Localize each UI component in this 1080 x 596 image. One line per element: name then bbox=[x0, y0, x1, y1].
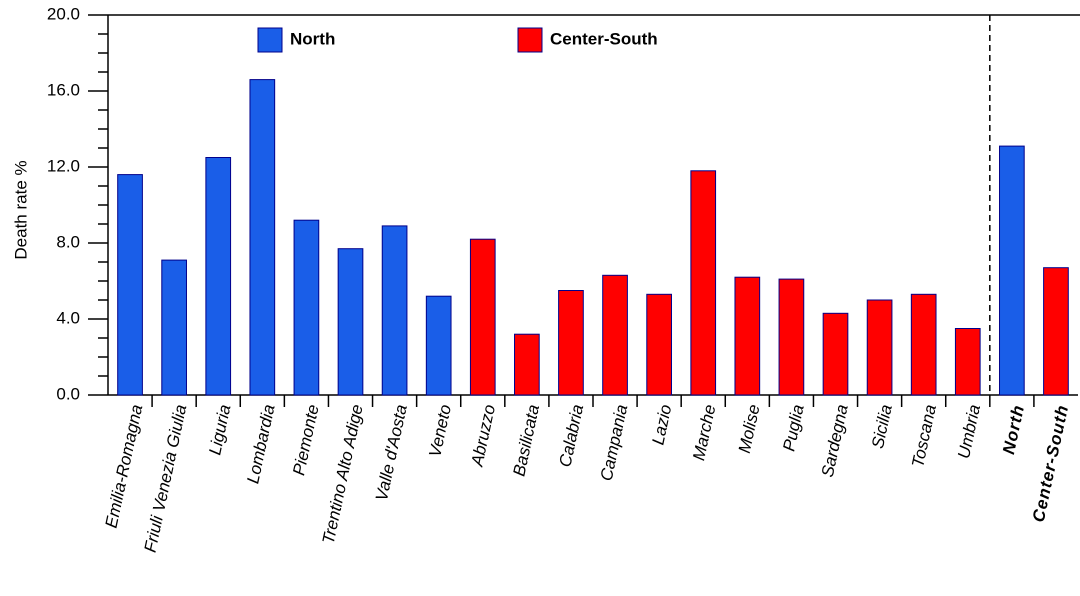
x-tick-label: Friuli Venezia Giulia bbox=[141, 403, 191, 554]
y-tick-label: 16.0 bbox=[47, 80, 80, 99]
bar bbox=[1043, 267, 1069, 396]
bar bbox=[910, 293, 937, 396]
x-tick-label: Basilicata bbox=[509, 403, 543, 478]
bar bbox=[117, 174, 143, 396]
x-tick-label: Puglia bbox=[779, 403, 807, 453]
bar bbox=[469, 238, 496, 396]
y-tick-label: 8.0 bbox=[56, 232, 80, 251]
bar bbox=[646, 293, 672, 396]
legend-swatch bbox=[257, 27, 283, 53]
bar bbox=[249, 79, 276, 396]
x-tick-label: Valle d'Aosta bbox=[372, 403, 411, 503]
x-tick-label: Molise bbox=[735, 403, 764, 455]
x-tick-label: Piemonte bbox=[289, 403, 323, 477]
bar bbox=[425, 295, 452, 396]
y-tick-label: 12.0 bbox=[47, 156, 80, 175]
x-tick-label: North bbox=[999, 403, 1028, 456]
y-tick-label: 4.0 bbox=[56, 308, 80, 327]
bar bbox=[822, 312, 849, 396]
bar bbox=[337, 248, 364, 396]
bar bbox=[161, 259, 187, 396]
x-tick-label: Sicilia bbox=[868, 403, 896, 450]
bar bbox=[999, 145, 1025, 396]
x-tick-label: Marche bbox=[689, 403, 719, 462]
legend-label: North bbox=[290, 29, 335, 48]
x-tick-label: Veneto bbox=[425, 403, 455, 459]
x-tick-label: Trentino Alto Adige bbox=[319, 403, 367, 546]
legend-swatch bbox=[517, 27, 543, 53]
bar bbox=[602, 274, 628, 396]
bar bbox=[778, 278, 805, 396]
y-tick-label: 0.0 bbox=[56, 384, 80, 403]
bar bbox=[954, 328, 981, 396]
x-tick-label: Emilia-Romagna bbox=[102, 403, 147, 530]
x-tick-label: Liguria bbox=[205, 403, 234, 457]
bar bbox=[293, 219, 320, 396]
bar bbox=[734, 276, 761, 396]
x-tick-label: Lombardia bbox=[243, 403, 278, 486]
bar bbox=[866, 299, 893, 396]
y-tick-label: 20.0 bbox=[47, 4, 80, 23]
x-tick-label: Umbria bbox=[954, 403, 984, 461]
y-axis-label: Death rate % bbox=[11, 160, 30, 259]
bar bbox=[205, 157, 232, 396]
bar bbox=[381, 225, 408, 396]
x-tick-label: Campania bbox=[597, 403, 632, 483]
x-tick-label: Center-South bbox=[1029, 403, 1072, 524]
x-tick-label: Abruzzo bbox=[467, 403, 499, 469]
bar bbox=[690, 170, 717, 396]
x-tick-label: Toscana bbox=[908, 403, 940, 469]
x-tick-label: Sardegna bbox=[818, 403, 852, 479]
bar bbox=[514, 333, 540, 396]
x-tick-label: Calabria bbox=[556, 403, 588, 469]
x-tick-label: Lazio bbox=[648, 403, 675, 447]
legend-label: Center-South bbox=[550, 29, 658, 48]
bar bbox=[558, 290, 584, 396]
